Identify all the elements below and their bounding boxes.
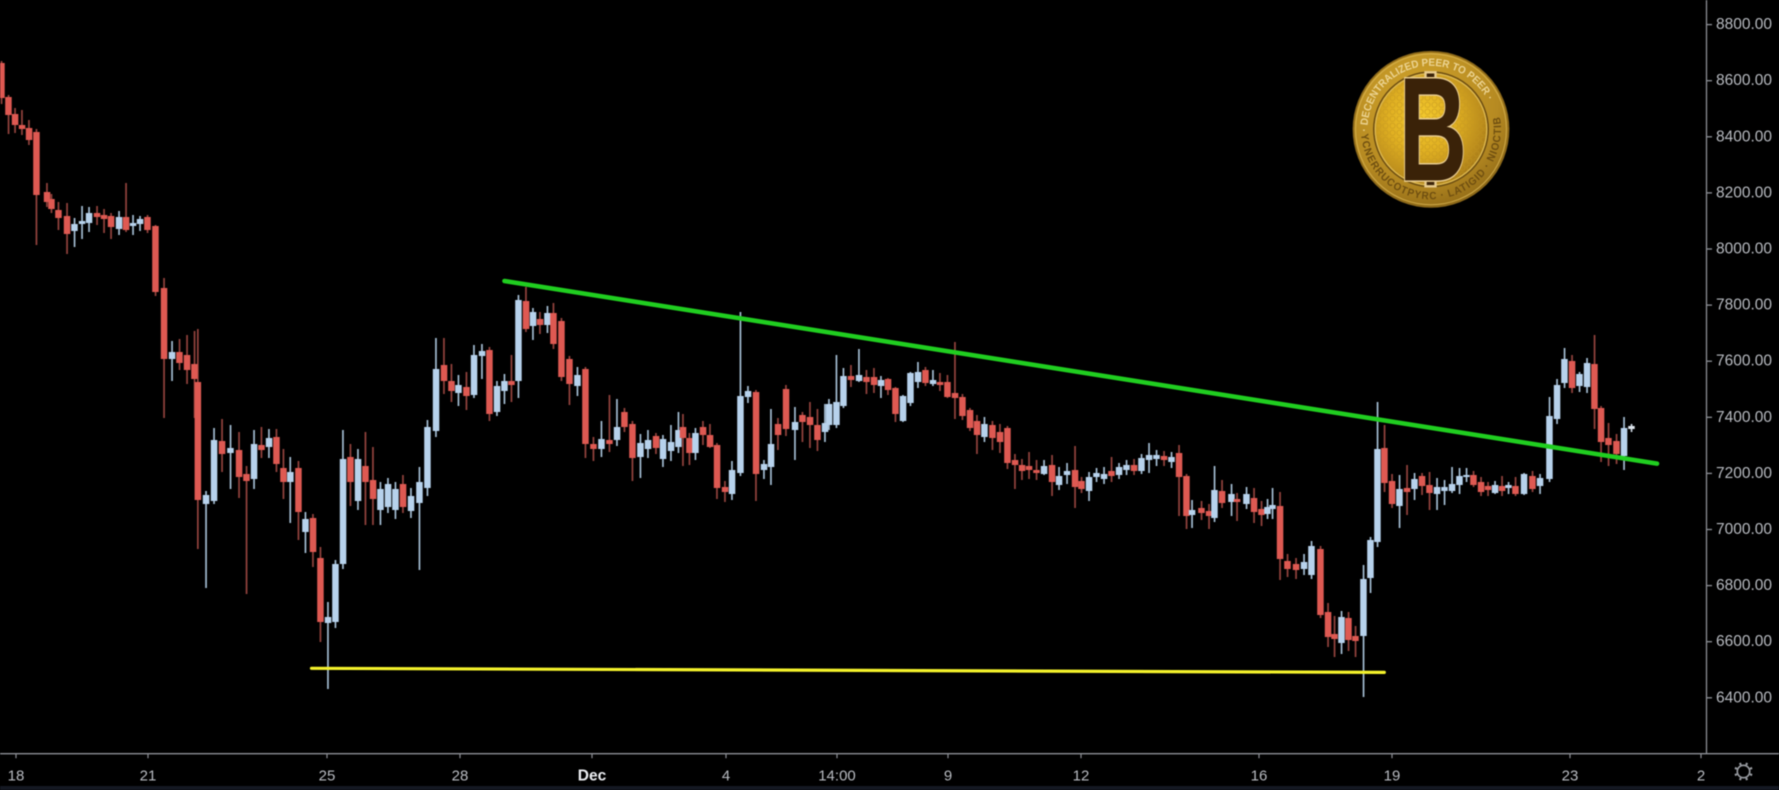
svg-text:7400.00: 7400.00 xyxy=(1716,409,1772,426)
svg-text:12: 12 xyxy=(1073,768,1090,785)
svg-text:25: 25 xyxy=(319,768,336,785)
svg-text:19: 19 xyxy=(1384,768,1401,785)
svg-text:7200.00: 7200.00 xyxy=(1716,465,1772,482)
svg-text:14:00: 14:00 xyxy=(818,768,856,785)
svg-text:28: 28 xyxy=(452,768,469,785)
svg-text:8200.00: 8200.00 xyxy=(1716,184,1772,201)
svg-text:7800.00: 7800.00 xyxy=(1716,297,1772,314)
svg-text:16: 16 xyxy=(1251,768,1268,785)
svg-text:Dec: Dec xyxy=(578,768,607,785)
svg-text:2: 2 xyxy=(1697,768,1705,785)
svg-text:7000.00: 7000.00 xyxy=(1716,521,1772,538)
svg-text:7600.00: 7600.00 xyxy=(1716,353,1772,370)
svg-text:8600.00: 8600.00 xyxy=(1716,72,1772,89)
svg-text:23: 23 xyxy=(1562,768,1579,785)
svg-text:21: 21 xyxy=(140,768,157,785)
svg-text:B: B xyxy=(1399,48,1467,212)
svg-text:6600.00: 6600.00 xyxy=(1716,633,1772,650)
svg-text:8400.00: 8400.00 xyxy=(1716,128,1772,145)
svg-text:8800.00: 8800.00 xyxy=(1716,16,1772,33)
svg-text:18: 18 xyxy=(8,768,25,785)
svg-text:6400.00: 6400.00 xyxy=(1716,689,1772,706)
svg-text:4: 4 xyxy=(722,768,730,785)
svg-text:6800.00: 6800.00 xyxy=(1716,577,1772,594)
svg-text:9: 9 xyxy=(944,768,952,785)
svg-text:8000.00: 8000.00 xyxy=(1716,241,1772,258)
